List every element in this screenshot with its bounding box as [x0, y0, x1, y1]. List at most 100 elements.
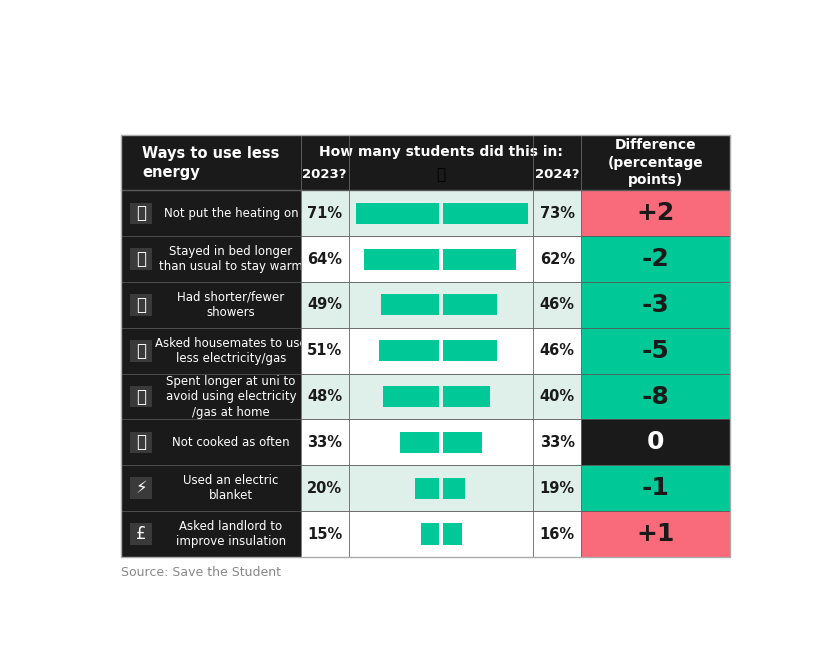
Text: 71%: 71%: [307, 206, 342, 221]
Text: 46%: 46%: [540, 343, 574, 358]
Text: -8: -8: [642, 385, 670, 409]
Bar: [300, 419, 581, 465]
Bar: [300, 328, 581, 374]
Bar: [121, 190, 300, 236]
Bar: [121, 511, 300, 557]
Bar: [581, 374, 730, 419]
Text: Stayed in bed longer
than usual to stay warm: Stayed in bed longer than usual to stay …: [159, 245, 303, 274]
Text: 19%: 19%: [540, 481, 574, 496]
Text: 🎓: 🎓: [136, 387, 146, 406]
Bar: [300, 135, 581, 190]
Bar: [443, 523, 461, 545]
Text: 🔥: 🔥: [136, 204, 146, 222]
Bar: [121, 282, 300, 328]
Bar: [443, 340, 497, 361]
Text: 🔥: 🔥: [136, 342, 146, 359]
Text: Used an electric
blanket: Used an electric blanket: [183, 474, 279, 502]
Bar: [130, 294, 152, 316]
Bar: [400, 432, 438, 453]
Text: -1: -1: [642, 476, 670, 500]
Text: 💧: 💧: [136, 296, 146, 314]
Bar: [383, 386, 438, 407]
Bar: [130, 248, 152, 270]
Text: -5: -5: [642, 339, 670, 363]
Text: ⚡: ⚡: [135, 479, 147, 497]
Bar: [355, 203, 438, 224]
Bar: [443, 386, 490, 407]
Bar: [581, 419, 730, 465]
Bar: [581, 328, 730, 374]
Text: Had shorter/fewer
showers: Had shorter/fewer showers: [178, 291, 285, 319]
Bar: [121, 465, 300, 511]
Bar: [581, 190, 730, 236]
Text: 62%: 62%: [540, 252, 574, 266]
Text: -2: -2: [642, 247, 670, 271]
Bar: [130, 523, 152, 545]
Bar: [300, 190, 581, 236]
Text: 🍳: 🍳: [136, 434, 146, 451]
Bar: [364, 248, 438, 270]
Bar: [443, 248, 515, 270]
Text: Not cooked as often: Not cooked as often: [172, 436, 290, 449]
Text: 20%: 20%: [307, 481, 342, 496]
Bar: [300, 511, 581, 557]
Bar: [300, 236, 581, 282]
Bar: [443, 432, 481, 453]
Text: Asked housemates to use
less electricity/gas: Asked housemates to use less electricity…: [155, 337, 307, 365]
Bar: [581, 511, 730, 557]
Bar: [300, 282, 581, 328]
Bar: [300, 374, 581, 419]
Bar: [121, 236, 300, 282]
Text: Spent longer at uni to
avoid using electricity
/gas at home: Spent longer at uni to avoid using elect…: [165, 374, 296, 419]
Text: 51%: 51%: [307, 343, 342, 358]
Text: 16%: 16%: [540, 526, 574, 541]
Bar: [121, 135, 730, 557]
Text: Not put the heating on: Not put the heating on: [164, 207, 298, 220]
Text: Source: Save the Student: Source: Save the Student: [121, 566, 281, 579]
Text: 2023?: 2023?: [302, 168, 347, 181]
Bar: [130, 203, 152, 224]
Bar: [443, 203, 529, 224]
Bar: [121, 135, 730, 557]
Bar: [130, 432, 152, 453]
Bar: [421, 523, 438, 545]
Text: +1: +1: [637, 522, 675, 546]
Bar: [581, 135, 730, 190]
Bar: [581, 236, 730, 282]
Text: How many students did this in:: How many students did this in:: [319, 144, 563, 159]
Bar: [300, 465, 581, 511]
Bar: [121, 374, 300, 419]
Text: 46%: 46%: [540, 298, 574, 313]
Text: 📅: 📅: [437, 168, 446, 183]
Text: 48%: 48%: [307, 389, 342, 404]
Bar: [130, 478, 152, 499]
Text: 64%: 64%: [307, 252, 342, 266]
Text: 🛏: 🛏: [136, 250, 146, 268]
Text: Difference
(percentage
points): Difference (percentage points): [608, 138, 704, 187]
Bar: [581, 465, 730, 511]
Text: Asked landlord to
improve insulation: Asked landlord to improve insulation: [176, 520, 286, 549]
Text: 15%: 15%: [307, 526, 342, 541]
Bar: [379, 340, 438, 361]
Text: 2024?: 2024?: [535, 168, 579, 181]
Text: 33%: 33%: [540, 435, 574, 450]
Bar: [415, 478, 438, 499]
Text: +2: +2: [637, 202, 675, 226]
Text: -3: -3: [642, 293, 670, 317]
Bar: [381, 294, 438, 315]
Bar: [443, 294, 497, 315]
Bar: [121, 328, 300, 374]
Text: 73%: 73%: [540, 206, 574, 221]
Bar: [130, 386, 152, 408]
Bar: [443, 478, 466, 499]
Text: Ways to use less
energy: Ways to use less energy: [142, 146, 280, 179]
Text: 33%: 33%: [307, 435, 342, 450]
Text: 0: 0: [647, 430, 664, 454]
Text: £: £: [135, 525, 146, 543]
Bar: [121, 135, 300, 190]
Text: 40%: 40%: [540, 389, 574, 404]
Bar: [581, 282, 730, 328]
Bar: [121, 419, 300, 465]
Bar: [130, 340, 152, 361]
Text: 49%: 49%: [307, 298, 342, 313]
